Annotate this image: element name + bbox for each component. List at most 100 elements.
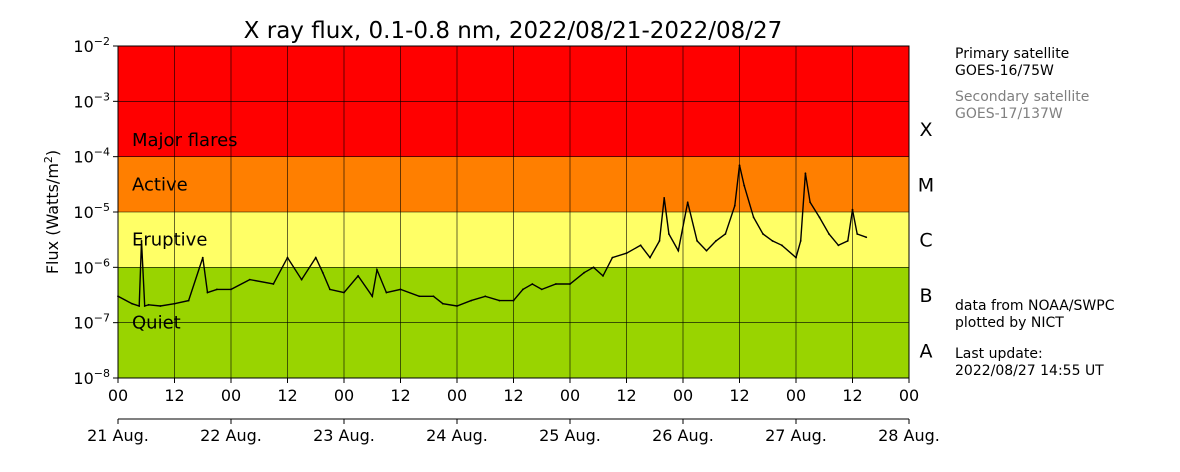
- primary-satellite-name: GOES-16/75W: [955, 63, 1054, 79]
- x-day-label: 24 Aug.: [426, 426, 488, 445]
- data-point: [328, 288, 331, 291]
- data-point: [399, 288, 402, 291]
- data-point: [865, 236, 868, 239]
- data-point: [625, 252, 628, 255]
- x-day-label: 26 Aug.: [652, 426, 714, 445]
- data-point: [147, 303, 150, 306]
- data-point: [140, 240, 143, 242]
- primary-satellite-label: Primary satellite: [955, 46, 1070, 62]
- flare-class-label: A: [920, 340, 933, 362]
- x-hour-label: 12: [503, 386, 523, 405]
- y-tick-label: 10−4: [73, 146, 110, 167]
- data-point: [314, 256, 317, 259]
- band-label: Active: [132, 174, 188, 195]
- data-point: [343, 291, 345, 294]
- secondary-satellite-label: Secondary satellite: [955, 89, 1090, 105]
- data-point: [611, 256, 614, 259]
- x-day-label: 22 Aug.: [200, 426, 262, 445]
- last-update-label: Last update:: [955, 346, 1043, 362]
- x-day-label: 21 Aug.: [87, 426, 149, 445]
- data-point: [592, 266, 595, 269]
- data-point: [385, 291, 388, 294]
- data-point: [143, 305, 146, 307]
- data-point: [677, 249, 680, 252]
- data-point: [658, 240, 661, 242]
- band-label: Major flares: [132, 130, 238, 151]
- data-point: [138, 305, 141, 307]
- x-day-label: 27 Aug.: [765, 426, 827, 445]
- data-point: [441, 302, 444, 305]
- x-hour-label: 12: [842, 386, 862, 405]
- x-hour-label: 12: [729, 386, 749, 405]
- data-point: [828, 233, 830, 235]
- flare-class-label: X: [919, 119, 932, 141]
- data-point: [540, 288, 543, 291]
- y-axis: 10−8 10−7 10−6 10−5 10−4 10−3 10−2: [73, 35, 118, 388]
- data-point: [131, 302, 134, 305]
- data-point: [743, 184, 746, 187]
- data-point: [371, 295, 374, 298]
- data-point: [286, 256, 289, 259]
- y-tick-label: 10−8: [73, 367, 110, 388]
- data-point: [272, 283, 275, 285]
- data-point: [248, 278, 251, 281]
- y-tick-label: 10−7: [73, 312, 110, 333]
- data-point: [809, 201, 812, 204]
- y-tick-label: 10−6: [73, 256, 110, 277]
- data-point: [639, 244, 642, 247]
- data-point: [187, 299, 190, 302]
- data-point: [470, 299, 473, 302]
- flare-class-label: M: [918, 174, 934, 196]
- data-point: [583, 271, 586, 274]
- data-point: [856, 233, 859, 235]
- x-hour-label: 00: [108, 386, 128, 405]
- y-tick-label: 10−5: [73, 201, 110, 222]
- chart-title: X ray flux, 0.1-0.8 nm, 2022/08/21-2022/…: [244, 18, 783, 44]
- flare-class-labels: X M C B A: [918, 119, 934, 362]
- data-point: [705, 249, 708, 252]
- data-point: [159, 305, 162, 307]
- x-day-label: 28 Aug.: [878, 426, 940, 445]
- secondary-satellite-name: GOES-17/137W: [955, 106, 1063, 122]
- data-point: [531, 283, 534, 285]
- data-point: [522, 288, 524, 291]
- data-point: [667, 233, 670, 235]
- x-day-label: 25 Aug.: [539, 426, 601, 445]
- data-point: [837, 244, 840, 247]
- x-hour-label: 00: [334, 386, 354, 405]
- x-day-label: 23 Aug.: [313, 426, 375, 445]
- x-hour-label: 00: [560, 386, 580, 405]
- data-point: [846, 240, 849, 242]
- data-point: [456, 305, 458, 307]
- data-point: [738, 164, 741, 167]
- data-point: [215, 288, 218, 291]
- x-hour-label: 00: [447, 386, 467, 405]
- data-point: [771, 240, 774, 242]
- flux-series: [117, 164, 868, 307]
- data-point: [554, 283, 557, 285]
- data-point: [804, 172, 807, 175]
- data-point: [696, 240, 699, 242]
- data-point: [357, 275, 360, 277]
- data-point: [686, 201, 689, 204]
- data-point: [418, 295, 421, 298]
- x-hour-label: 12: [164, 386, 184, 405]
- y-tick-label: 10−2: [73, 35, 110, 56]
- data-point: [851, 208, 854, 211]
- data-point: [818, 216, 821, 219]
- data-point: [569, 283, 571, 285]
- data-point: [512, 299, 515, 302]
- band-label: Eruptive: [132, 230, 207, 251]
- data-point: [715, 240, 717, 242]
- y-tick-label: 10−3: [73, 90, 110, 111]
- x-hour-label: 12: [277, 386, 297, 405]
- x-hour-label: 00: [221, 386, 241, 405]
- x-hour-label: 12: [616, 386, 636, 405]
- data-point: [799, 240, 802, 242]
- data-point: [780, 244, 783, 247]
- data-point: [724, 233, 727, 235]
- data-point: [432, 295, 435, 298]
- data-point: [795, 256, 797, 259]
- data-point: [321, 271, 324, 274]
